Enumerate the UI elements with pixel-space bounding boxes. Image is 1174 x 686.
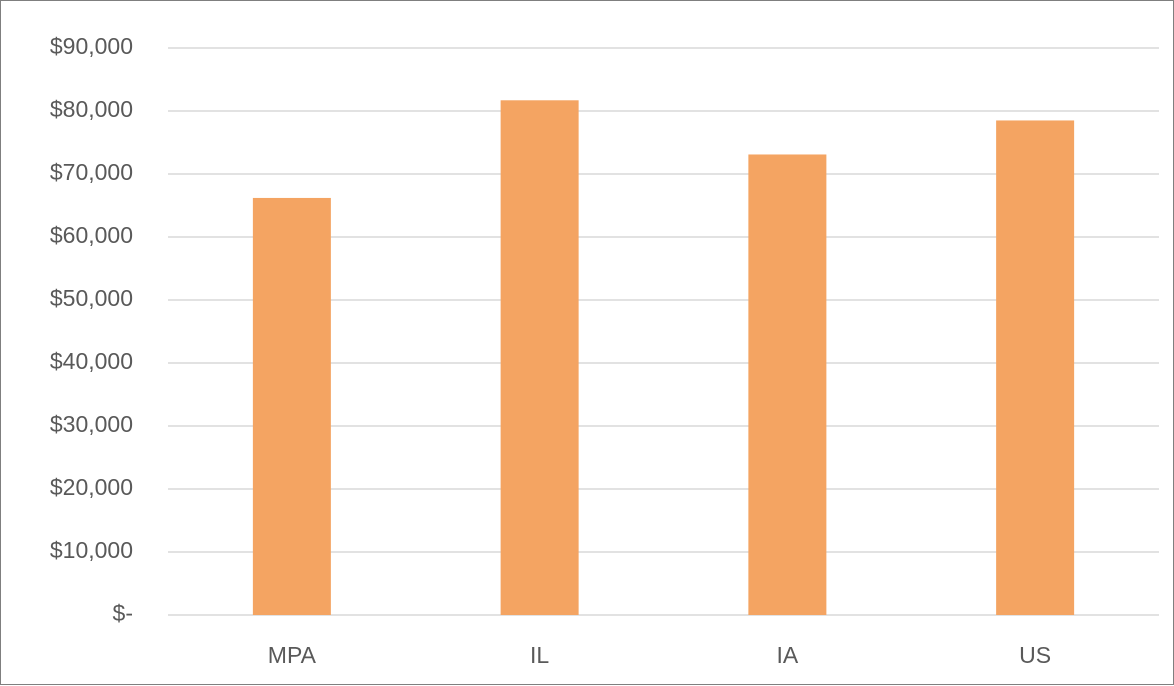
x-tick-label: US [1019, 642, 1051, 668]
x-tick-label: IL [530, 642, 549, 668]
y-tick-label: $10,000 [50, 537, 133, 563]
x-tick-label: IA [777, 642, 799, 668]
bar-il [500, 100, 579, 616]
y-tick-label: $90,000 [50, 33, 133, 59]
bar-us [996, 120, 1075, 615]
y-tick-label: $50,000 [50, 285, 133, 311]
gridlines [168, 47, 1159, 616]
y-tick-label: $60,000 [50, 222, 133, 248]
x-tick-label: MPA [268, 642, 317, 668]
y-axis-tick-labels: $- $10,000 $20,000 $30,000 $40,000 $50,000 $60… [50, 33, 133, 626]
x-axis-tick-labels: MPA IL IA US [268, 642, 1051, 668]
y-tick-label: $20,000 [50, 474, 133, 500]
y-tick-label: $- [113, 600, 133, 626]
y-tick-label: $70,000 [50, 159, 133, 185]
bar-ia [748, 154, 827, 615]
bar-mpa [252, 197, 331, 615]
y-tick-label: $80,000 [50, 96, 133, 122]
y-tick-label: $30,000 [50, 411, 133, 437]
bars [252, 100, 1075, 616]
y-tick-label: $40,000 [50, 348, 133, 374]
